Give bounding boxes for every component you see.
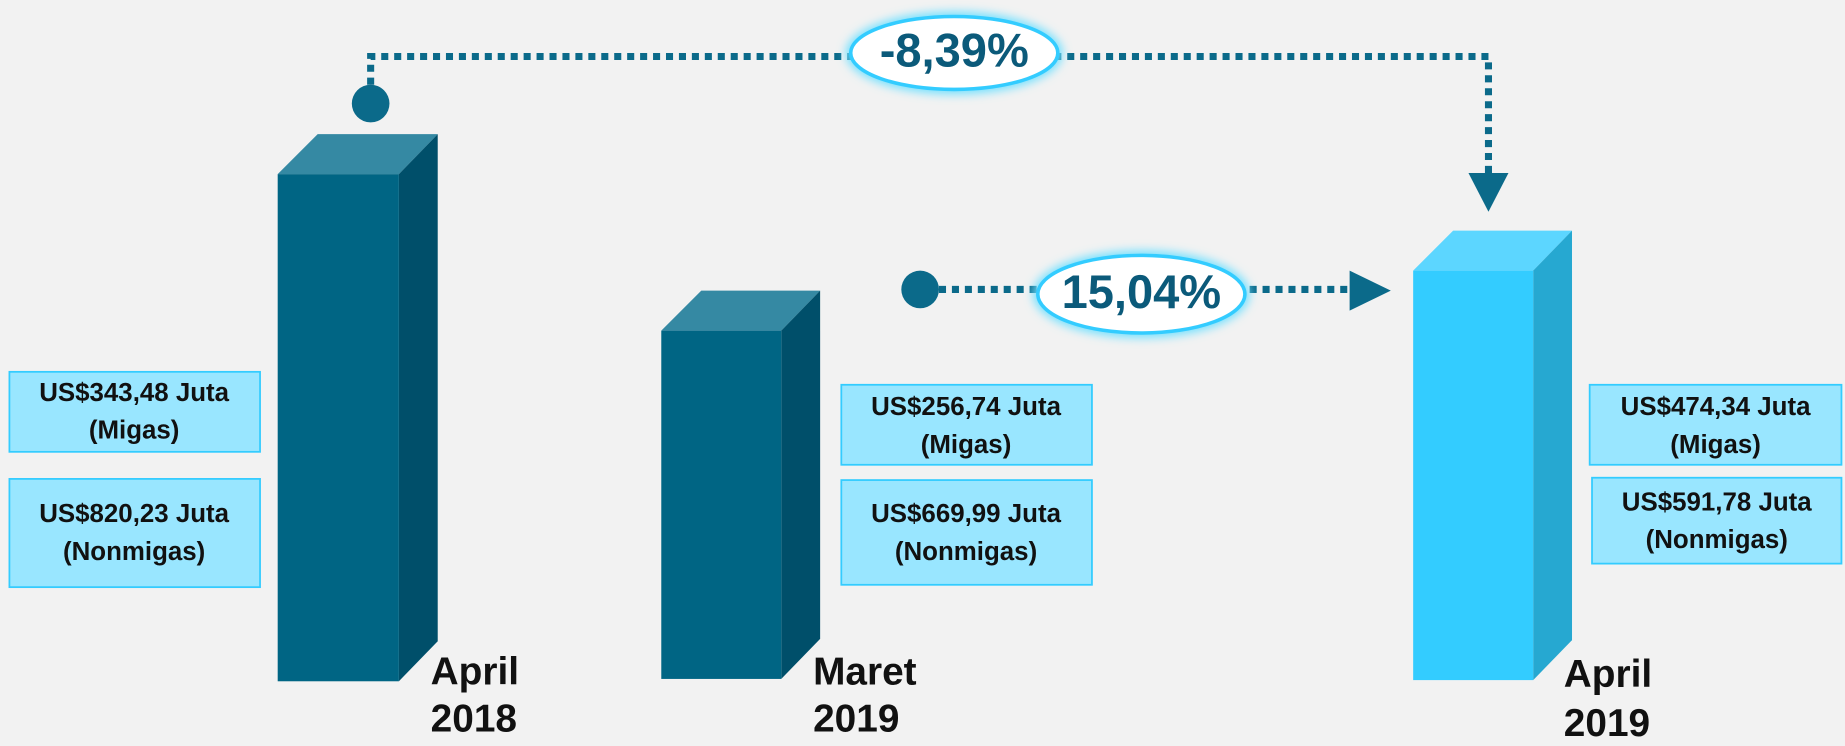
value-box — [840, 479, 1093, 586]
bar-maret-2019 — [661, 290, 821, 679]
box-text: (Nonmigas) — [895, 538, 1037, 566]
change-arrow-1: -8,39% — [351, 11, 1509, 212]
change-label: -8,39% — [880, 24, 1029, 77]
period-label: April — [431, 650, 519, 693]
box-text: (Migas) — [89, 417, 180, 445]
box-text: US$820,23 Juta — [39, 500, 229, 528]
period-label: 2019 — [1564, 702, 1650, 745]
box-text: US$669,99 Juta — [871, 500, 1061, 528]
period-label: 2019 — [813, 698, 899, 741]
value-box — [1591, 476, 1843, 565]
box-text: US$591,78 Juta — [1622, 488, 1812, 516]
value-box — [8, 478, 261, 589]
period-label: April — [1564, 653, 1652, 696]
box-text: (Migas) — [921, 431, 1012, 459]
value-box — [1588, 383, 1843, 466]
box-text: US$256,74 Juta — [871, 393, 1061, 421]
change-label: 15,04% — [1062, 265, 1222, 318]
period-label: Maret — [813, 650, 917, 693]
period-label: 2018 — [431, 698, 517, 741]
value-box — [840, 383, 1093, 466]
box-text: US$343,48 Juta — [39, 379, 229, 407]
change-arrow-2: 15,04% — [901, 250, 1391, 338]
bar-april-2019 — [1413, 230, 1573, 681]
box-text: (Nonmigas) — [1646, 526, 1788, 554]
box-text: (Nonmigas) — [63, 538, 205, 566]
value-box — [8, 370, 261, 453]
box-text: (Migas) — [1670, 431, 1761, 459]
box-text: US$474,34 Juta — [1621, 393, 1811, 421]
bar-april-2018 — [277, 134, 438, 682]
